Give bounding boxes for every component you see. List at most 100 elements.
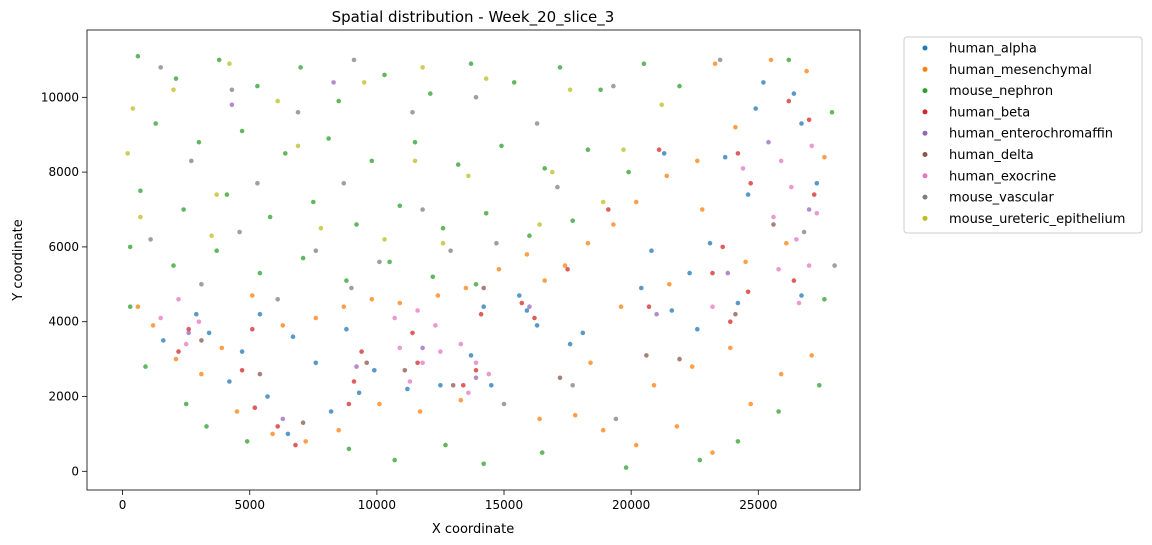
y-axis-label: Y coordinate — [11, 219, 26, 301]
data-point — [420, 360, 425, 366]
data-point — [768, 57, 774, 63]
data-point — [740, 166, 746, 171]
data-point — [598, 87, 603, 93]
data-point — [415, 308, 420, 313]
data-point — [606, 207, 611, 212]
data-point — [410, 330, 415, 336]
data-point — [463, 285, 469, 291]
data-point — [257, 270, 263, 276]
legend-marker — [922, 215, 928, 221]
data-point — [341, 181, 347, 186]
data-point — [328, 409, 334, 414]
data-point — [567, 87, 573, 93]
x-tick-label: 20000 — [612, 498, 650, 512]
y-tick-label: 2000 — [48, 390, 79, 404]
data-point — [789, 184, 794, 190]
data-point — [344, 278, 349, 283]
data-point — [354, 222, 359, 227]
data-point — [811, 192, 817, 197]
data-point — [420, 345, 425, 351]
legend-marker — [922, 88, 928, 94]
legend-label: human_delta — [949, 148, 1034, 163]
data-point — [331, 80, 336, 85]
data-point — [397, 300, 403, 306]
data-point — [822, 154, 827, 160]
data-point — [397, 203, 403, 209]
series-human_enterochromaffin — [186, 80, 812, 422]
data-point — [443, 442, 448, 448]
data-point — [562, 263, 568, 268]
data-point — [499, 143, 504, 149]
data-point — [517, 293, 522, 298]
data-point — [527, 304, 532, 310]
data-point — [250, 293, 255, 298]
x-axis-ticks: 0 5000 10000 15000 20000 25000 — [119, 490, 777, 512]
data-point — [135, 53, 141, 59]
data-point — [361, 80, 367, 85]
data-point — [458, 397, 464, 403]
data-point — [748, 181, 753, 186]
data-point — [351, 57, 357, 63]
data-point — [501, 401, 507, 407]
data-point — [341, 304, 347, 310]
data-point — [664, 173, 670, 179]
data-point — [430, 274, 436, 280]
data-point — [173, 356, 179, 362]
data-point — [473, 360, 479, 366]
data-point — [611, 222, 616, 227]
data-point — [392, 315, 398, 321]
data-point — [822, 297, 827, 302]
data-point — [265, 394, 270, 399]
y-tick-label: 8000 — [48, 165, 79, 179]
data-point — [468, 353, 474, 358]
data-point — [557, 65, 563, 70]
data-point — [722, 154, 728, 160]
data-point — [832, 263, 837, 268]
data-point — [481, 461, 487, 467]
x-tick-label: 15000 — [485, 498, 523, 512]
data-point — [176, 349, 181, 354]
data-point — [382, 237, 387, 242]
data-point — [717, 57, 723, 63]
data-point — [130, 106, 136, 111]
legend-marker — [922, 109, 928, 115]
data-point — [186, 330, 191, 336]
data-point — [407, 379, 413, 384]
data-point — [161, 338, 166, 343]
data-point — [415, 360, 420, 366]
data-point — [150, 323, 156, 328]
data-point — [784, 240, 789, 246]
data-point — [275, 98, 281, 104]
data-point — [809, 353, 814, 358]
data-point — [659, 102, 664, 108]
data-point — [349, 285, 354, 291]
data-point — [455, 162, 461, 167]
legend-marker — [922, 45, 928, 51]
data-point — [677, 83, 682, 89]
data-point — [542, 278, 547, 283]
points-layer — [125, 53, 837, 470]
data-point — [237, 229, 242, 235]
data-point — [183, 401, 189, 407]
data-point — [326, 136, 331, 141]
data-point — [799, 121, 804, 126]
data-point — [639, 285, 644, 291]
data-point — [776, 267, 781, 272]
data-point — [710, 450, 715, 455]
data-point — [646, 304, 652, 310]
data-point — [438, 349, 443, 354]
data-point — [600, 199, 606, 205]
data-point — [336, 98, 342, 104]
data-point — [435, 293, 441, 298]
data-point — [623, 465, 629, 470]
data-point — [257, 311, 263, 317]
data-point — [633, 442, 639, 448]
data-point — [450, 383, 456, 388]
data-point — [580, 330, 586, 336]
x-tick-label: 0 — [119, 498, 127, 512]
data-point — [707, 240, 713, 246]
data-point — [313, 360, 319, 366]
data-point — [804, 68, 809, 74]
data-point — [377, 259, 382, 265]
